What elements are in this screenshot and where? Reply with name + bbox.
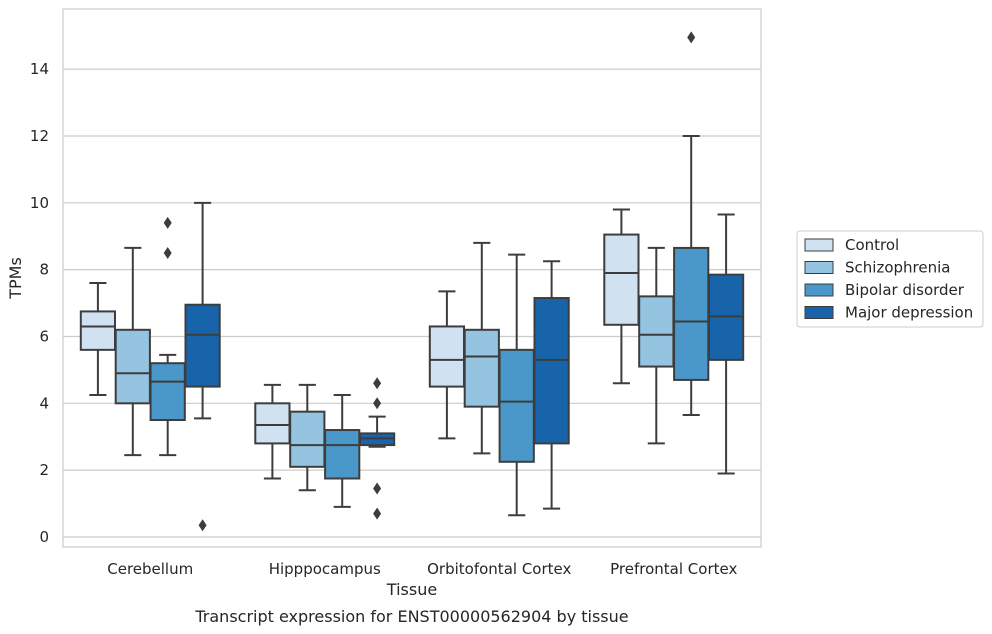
box-group [254,383,291,480]
box-iqr [254,402,291,445]
box-iqr [114,328,151,405]
box-group [533,260,570,510]
box-iqr [184,303,221,388]
outlier-point [687,31,696,44]
legend-frame [796,230,984,328]
box-iqr [533,297,570,445]
box-iqr [428,325,466,388]
box-group [707,213,745,475]
box-iqr [498,348,535,463]
y-tick-labels: 0 2 4 6 8 10 12 14 [30,60,49,546]
legend-swatch [804,283,834,297]
legend-label: Schizophrenia [845,259,950,277]
box-group [358,377,396,520]
outlier-point [373,377,382,390]
x-tick-label: Hipppocampus [269,560,381,578]
y-tick-label: 10 [30,194,49,212]
box-group [498,253,535,517]
box-iqr [638,295,675,368]
legend-label: Control [845,236,899,254]
y-axis-title: TPMs [6,257,25,300]
y-tick-label: 2 [39,461,49,479]
y-tick-label: 8 [39,261,49,279]
plot-frame [62,8,762,548]
outlier-point [163,216,172,229]
x-tick-label: Prefrontal Cortex [610,560,737,578]
box-group [638,246,675,445]
box-iqr [463,328,500,408]
box-iqr [673,246,710,381]
x-tick-label: Cerebellum [107,560,193,578]
legend: Control Schizophrenia Bipolar disorder Majo… [796,230,984,328]
box-group [603,208,640,385]
box-group [149,216,186,457]
y-tick-label: 12 [30,127,49,145]
outlier-point [373,507,382,520]
legend-label: Bipolar disorder [845,281,965,299]
box-iqr [324,429,361,480]
outlier-point [163,246,172,259]
y-tick-label: 0 [39,528,49,546]
outlier-point [198,519,207,532]
x-tick-label: Orbitofontal Cortex [427,560,571,578]
box-iqr [289,410,326,468]
legend-swatch [804,306,834,319]
x-tick-labels: Cerebellum Hipppocampus Orbitofontal Corte… [107,560,737,578]
x-axis-title: Tissue [386,580,437,599]
box-iqr [79,310,117,351]
box-iqr [149,362,186,422]
box-group [79,282,117,396]
y-tick-label: 14 [30,60,49,78]
outlier-point [373,482,382,495]
legend-swatch [804,238,834,252]
box-group [324,393,361,508]
box-group [184,201,221,532]
legend-label: Major depression [845,304,973,322]
y-tick-label: 4 [39,394,49,412]
box-iqr [603,233,640,326]
legend-swatch [804,261,834,274]
box-group [673,31,710,417]
box-group [463,241,500,455]
box-group [114,246,151,457]
y-tick-label: 6 [39,327,49,345]
chart-caption: Transcript expression for ENST0000056290… [194,607,628,626]
box-group [289,383,326,492]
box-groups [79,31,745,532]
outlier-point [373,397,382,410]
box-group [428,290,466,440]
